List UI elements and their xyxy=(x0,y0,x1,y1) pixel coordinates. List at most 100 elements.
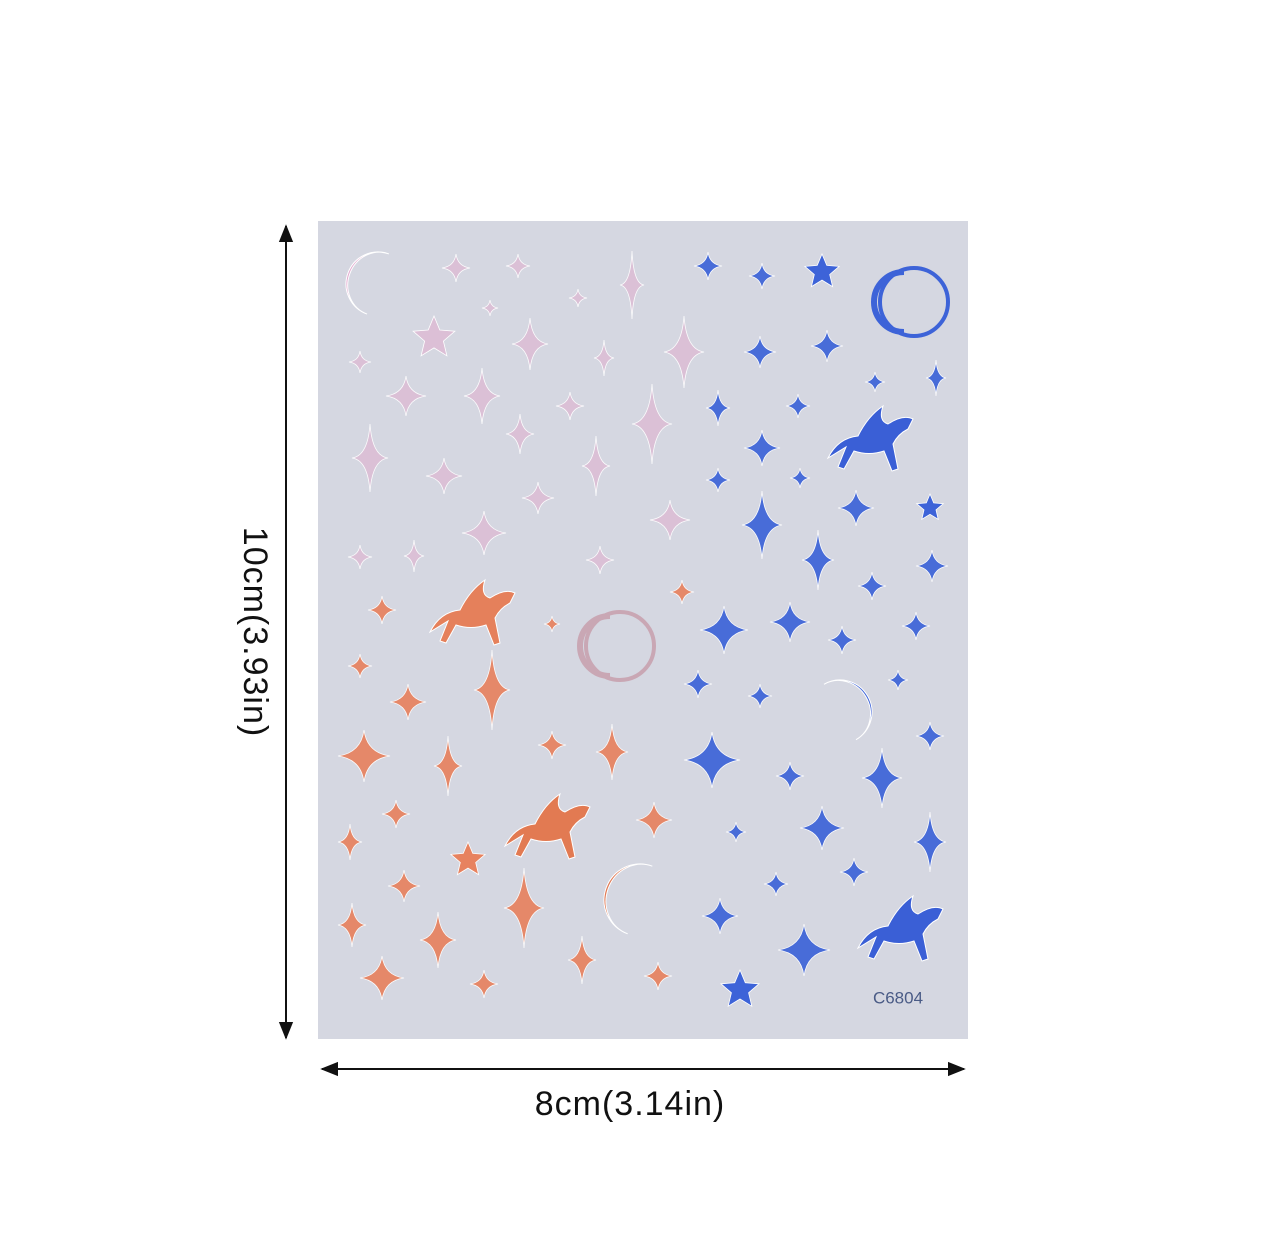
pegasus-sticker xyxy=(428,578,516,646)
moon-sticker xyxy=(345,251,390,315)
five-point-star-sticker xyxy=(412,314,456,357)
five-point-star-sticker xyxy=(720,968,760,1008)
star-sticker xyxy=(348,350,372,374)
star-sticker xyxy=(351,423,389,493)
star-sticker xyxy=(635,801,673,839)
star-sticker xyxy=(743,335,777,369)
star-sticker xyxy=(543,615,561,633)
star-sticker xyxy=(503,867,545,949)
star-sticker xyxy=(925,359,947,397)
product-code: C6804 xyxy=(873,988,923,1007)
star-sticker xyxy=(521,481,555,515)
star-sticker xyxy=(861,747,903,809)
star-sticker xyxy=(748,262,776,290)
star-sticker xyxy=(649,499,691,541)
star-sticker xyxy=(915,721,945,751)
star-sticker xyxy=(593,339,615,377)
star-sticker xyxy=(337,729,391,783)
pegasus-sticker xyxy=(503,792,591,860)
star-sticker xyxy=(725,821,747,843)
star-sticker xyxy=(683,731,741,789)
sticker-sheet xyxy=(318,221,968,1039)
star-sticker xyxy=(785,393,811,419)
star-sticker xyxy=(701,897,739,935)
star-sticker xyxy=(347,653,373,679)
five-point-star-sticker xyxy=(915,492,945,521)
star-sticker xyxy=(693,251,723,281)
star-sticker xyxy=(775,761,805,791)
star-sticker xyxy=(777,923,831,977)
star-sticker xyxy=(511,317,549,371)
star-sticker xyxy=(555,391,585,421)
star-sticker xyxy=(810,329,844,363)
star-sticker xyxy=(389,683,427,721)
moon-sticker xyxy=(823,679,873,741)
star-sticker xyxy=(705,389,731,427)
star-sticker xyxy=(619,250,645,320)
star-sticker xyxy=(763,871,789,897)
star-sticker xyxy=(631,383,673,465)
star-sticker xyxy=(347,544,373,570)
star-sticker xyxy=(699,605,749,655)
star-sticker xyxy=(743,429,781,467)
star-sticker xyxy=(839,857,869,887)
star-sticker xyxy=(568,288,588,308)
star-sticker xyxy=(663,315,705,389)
width-label: 8cm(3.14in) xyxy=(535,1085,726,1123)
five-point-star-sticker xyxy=(803,252,841,288)
sun-moon-sticker xyxy=(577,613,611,679)
star-sticker xyxy=(801,529,835,591)
moon-sticker xyxy=(603,863,653,935)
star-sticker xyxy=(747,683,773,709)
height-label: 10cm(3.93in) xyxy=(236,527,274,737)
pegasus-sticker xyxy=(826,404,914,472)
star-sticker xyxy=(669,579,695,605)
stickers xyxy=(337,250,950,1008)
star-sticker xyxy=(585,545,615,575)
star-sticker xyxy=(913,811,947,873)
star-sticker xyxy=(469,969,499,999)
star-sticker xyxy=(799,805,845,851)
star-sticker xyxy=(381,799,411,829)
star-sticker xyxy=(741,490,783,560)
star-sticker xyxy=(537,730,567,760)
star-sticker xyxy=(359,955,405,1001)
star-sticker xyxy=(425,457,463,495)
star-sticker xyxy=(837,489,875,527)
star-sticker xyxy=(567,935,597,985)
star-sticker xyxy=(581,435,611,497)
star-sticker xyxy=(461,510,507,556)
star-sticker xyxy=(887,669,909,691)
sun-moon-sticker xyxy=(878,266,950,338)
star-sticker xyxy=(385,375,427,417)
star-sticker xyxy=(367,595,397,625)
star-sticker xyxy=(505,413,535,455)
star-sticker xyxy=(915,549,949,583)
star-sticker xyxy=(643,961,673,991)
star-sticker xyxy=(505,253,531,279)
star-sticker xyxy=(433,735,463,797)
pegasus-sticker xyxy=(856,894,944,962)
star-sticker xyxy=(705,467,731,493)
star-sticker xyxy=(473,649,511,731)
star-sticker xyxy=(403,539,425,573)
star-sticker xyxy=(419,911,457,969)
star-sticker xyxy=(857,571,887,601)
star-sticker xyxy=(337,902,367,948)
star-sticker xyxy=(789,467,811,489)
star-sticker xyxy=(864,371,886,393)
sun-moon-sticker xyxy=(584,610,656,682)
star-sticker xyxy=(337,823,363,861)
star-sticker xyxy=(901,611,931,641)
star-sticker xyxy=(683,669,713,699)
star-sticker xyxy=(481,299,499,317)
five-point-star-sticker xyxy=(449,840,487,876)
star-sticker xyxy=(769,601,811,643)
star-sticker xyxy=(595,723,629,781)
star-sticker xyxy=(463,367,501,425)
sun-moon-sticker xyxy=(871,269,905,335)
star-sticker xyxy=(387,869,421,903)
star-sticker xyxy=(441,253,471,283)
